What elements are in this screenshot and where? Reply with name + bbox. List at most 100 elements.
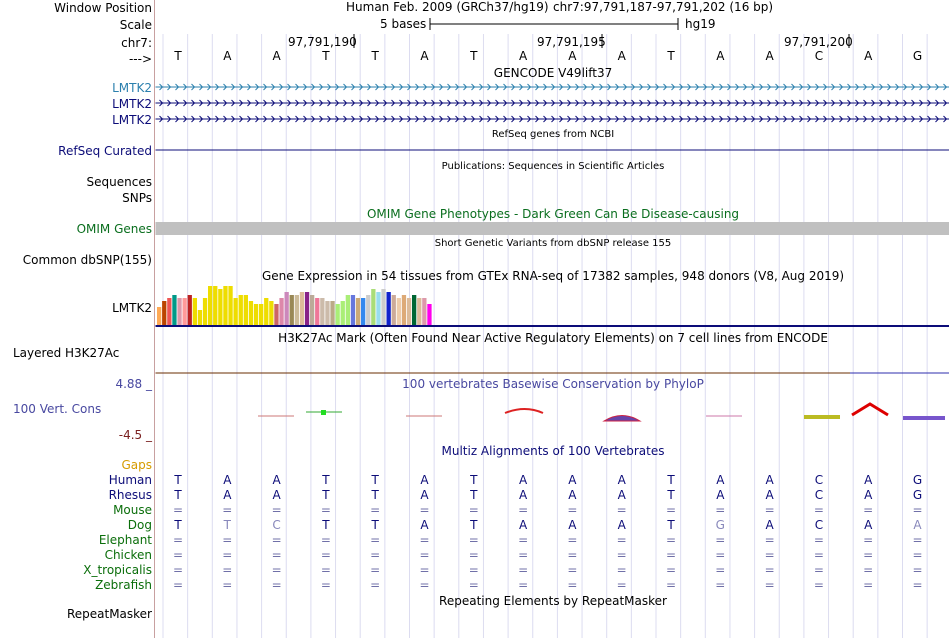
alignment-base: T [322,518,330,532]
alignment-base: = [518,563,529,577]
gtex-tissue-bar [162,301,167,325]
alignment-base: = [419,533,430,547]
repeatmasker-title[interactable]: Repeating Elements by RepeatMasker [439,594,667,608]
gencode-item-3[interactable]: LMTK2 [112,113,152,127]
dbsnp-label[interactable]: Common dbSNP(155) [22,253,152,267]
alignment-base: = [468,563,479,577]
strand-label: ---> [128,52,152,66]
alignment-base: = [370,578,381,592]
alignment-base: A [568,518,577,532]
gtex-tissue-bar [391,295,396,325]
gaps-label[interactable]: Gaps [121,458,152,472]
species-label[interactable]: Zebrafish [95,578,152,592]
gtex-tissue-bar [264,298,269,325]
alignment-base: A [617,488,626,502]
alignment-base: A [716,473,725,487]
alignment-base: = [320,548,331,562]
phylop-logo-a [602,415,642,422]
alignment-base: = [665,578,677,592]
reference-base: C [814,49,824,63]
alignment-base: = [764,503,775,517]
alignment-base: = [715,563,726,577]
dbsnp-title[interactable]: Short Genetic Variants from dbSNP releas… [434,238,672,249]
gtex-tissue-bar [315,298,320,325]
alignment-base: T [174,518,182,532]
refseq-title[interactable]: RefSeq genes from NCBI [491,129,615,140]
alignment-base: = [567,503,578,517]
alignment-base: = [468,533,479,547]
alignment-base: A [568,488,577,502]
alignment-base: = [764,578,775,592]
refseq-label[interactable]: RefSeq Curated [58,144,152,158]
gtex-tissue-bar [187,295,192,325]
repeatmasker-label[interactable]: RepeatMasker [66,607,152,621]
alignment-base: A [864,518,873,532]
alignment-base: = [912,578,923,592]
alignment-base: T [371,473,379,487]
alignment-base: = [813,533,824,547]
alignment-base: A [617,473,626,487]
alignment-base: = [863,563,874,577]
alignment-base: C [814,488,824,502]
gtex-tissue-bar [371,289,376,325]
alignment-base: C [272,518,281,532]
gencode-item-2[interactable]: LMTK2 [112,97,152,111]
reference-base: T [174,49,182,63]
reference-base: A [223,49,232,63]
alignment-base: A [272,473,281,487]
position-text: chr7:97,791,187-97,791,202 (16 bp) [553,0,774,14]
alignment-base: = [271,503,282,517]
alignment-base: = [419,563,430,577]
omim-title[interactable]: OMIM Gene Phenotypes - Dark Green Can Be… [366,207,740,221]
strand-chevrons-2 [159,99,948,107]
alignment-base: = [813,578,824,592]
species-label[interactable]: Chicken [104,548,152,562]
gtex-label[interactable]: LMTK2 [112,301,152,315]
alignment-base: = [863,548,874,562]
alignment-base: = [665,548,677,562]
alignment-base: A [518,473,528,487]
alignment-base: T [667,518,675,532]
reference-base: A [864,49,873,63]
publications-snps-label[interactable]: SNPs [122,191,152,205]
publications-sequences-label[interactable]: Sequences [86,175,152,189]
alignment-base: = [813,503,824,517]
species-label[interactable]: Mouse [113,503,152,517]
omim-label[interactable]: OMIM Genes [76,222,152,236]
gencode-title[interactable]: GENCODE V49lift37 [493,66,613,80]
h3k27ac-label[interactable]: Layered H3K27Ac [13,346,120,360]
alignment-base: = [567,578,578,592]
alignment-base: = [863,503,874,517]
h3k27ac-title[interactable]: H3K27Ac Mark (Often Found Near Active Re… [278,331,828,345]
species-label[interactable]: Elephant [98,533,152,547]
assembly-text: Human Feb. 2009 (GRCh37/hg19) [346,0,549,14]
species-label[interactable]: X_tropicalis [83,563,152,577]
phylop-label[interactable]: 100 Vert. Cons [13,402,102,416]
gtex-tissue-bar [289,295,294,325]
species-label[interactable]: Rhesus [108,488,152,502]
phylop-ymin: -4.5 _ [118,428,152,442]
alignment-base: A [765,473,774,487]
species-label[interactable]: Human [108,473,152,487]
multiz-title[interactable]: Multiz Alignments of 100 Vertebrates [441,444,665,458]
gtex-tissue-bar [177,298,182,325]
strand-chevrons-1 [159,83,948,91]
alignment-base: A [518,518,528,532]
gtex-title[interactable]: Gene Expression in 54 tissues from GTEx … [261,269,845,283]
reference-base: A [518,49,528,63]
alignment-base: = [518,548,529,562]
gtex-tissue-bar [197,310,203,325]
alignment-base: A [223,488,232,502]
alignment-base: = [468,578,479,592]
phylop-title[interactable]: 100 vertebrates Basewise Conservation by… [402,377,704,391]
gtex-tissue-bar [269,301,274,325]
species-label[interactable]: Dog [127,518,152,532]
gtex-tissue-bar [213,286,218,325]
scale-db: hg19 [685,17,716,31]
publications-title[interactable]: Publications: Sequences in Scientific Ar… [441,161,665,172]
gtex-tissue-bar [253,304,259,325]
gtex-tissue-bar [335,304,340,325]
alignment-base: A [518,488,528,502]
window-position-label: Window Position [54,1,152,15]
gencode-item-1[interactable]: LMTK2 [112,81,152,95]
